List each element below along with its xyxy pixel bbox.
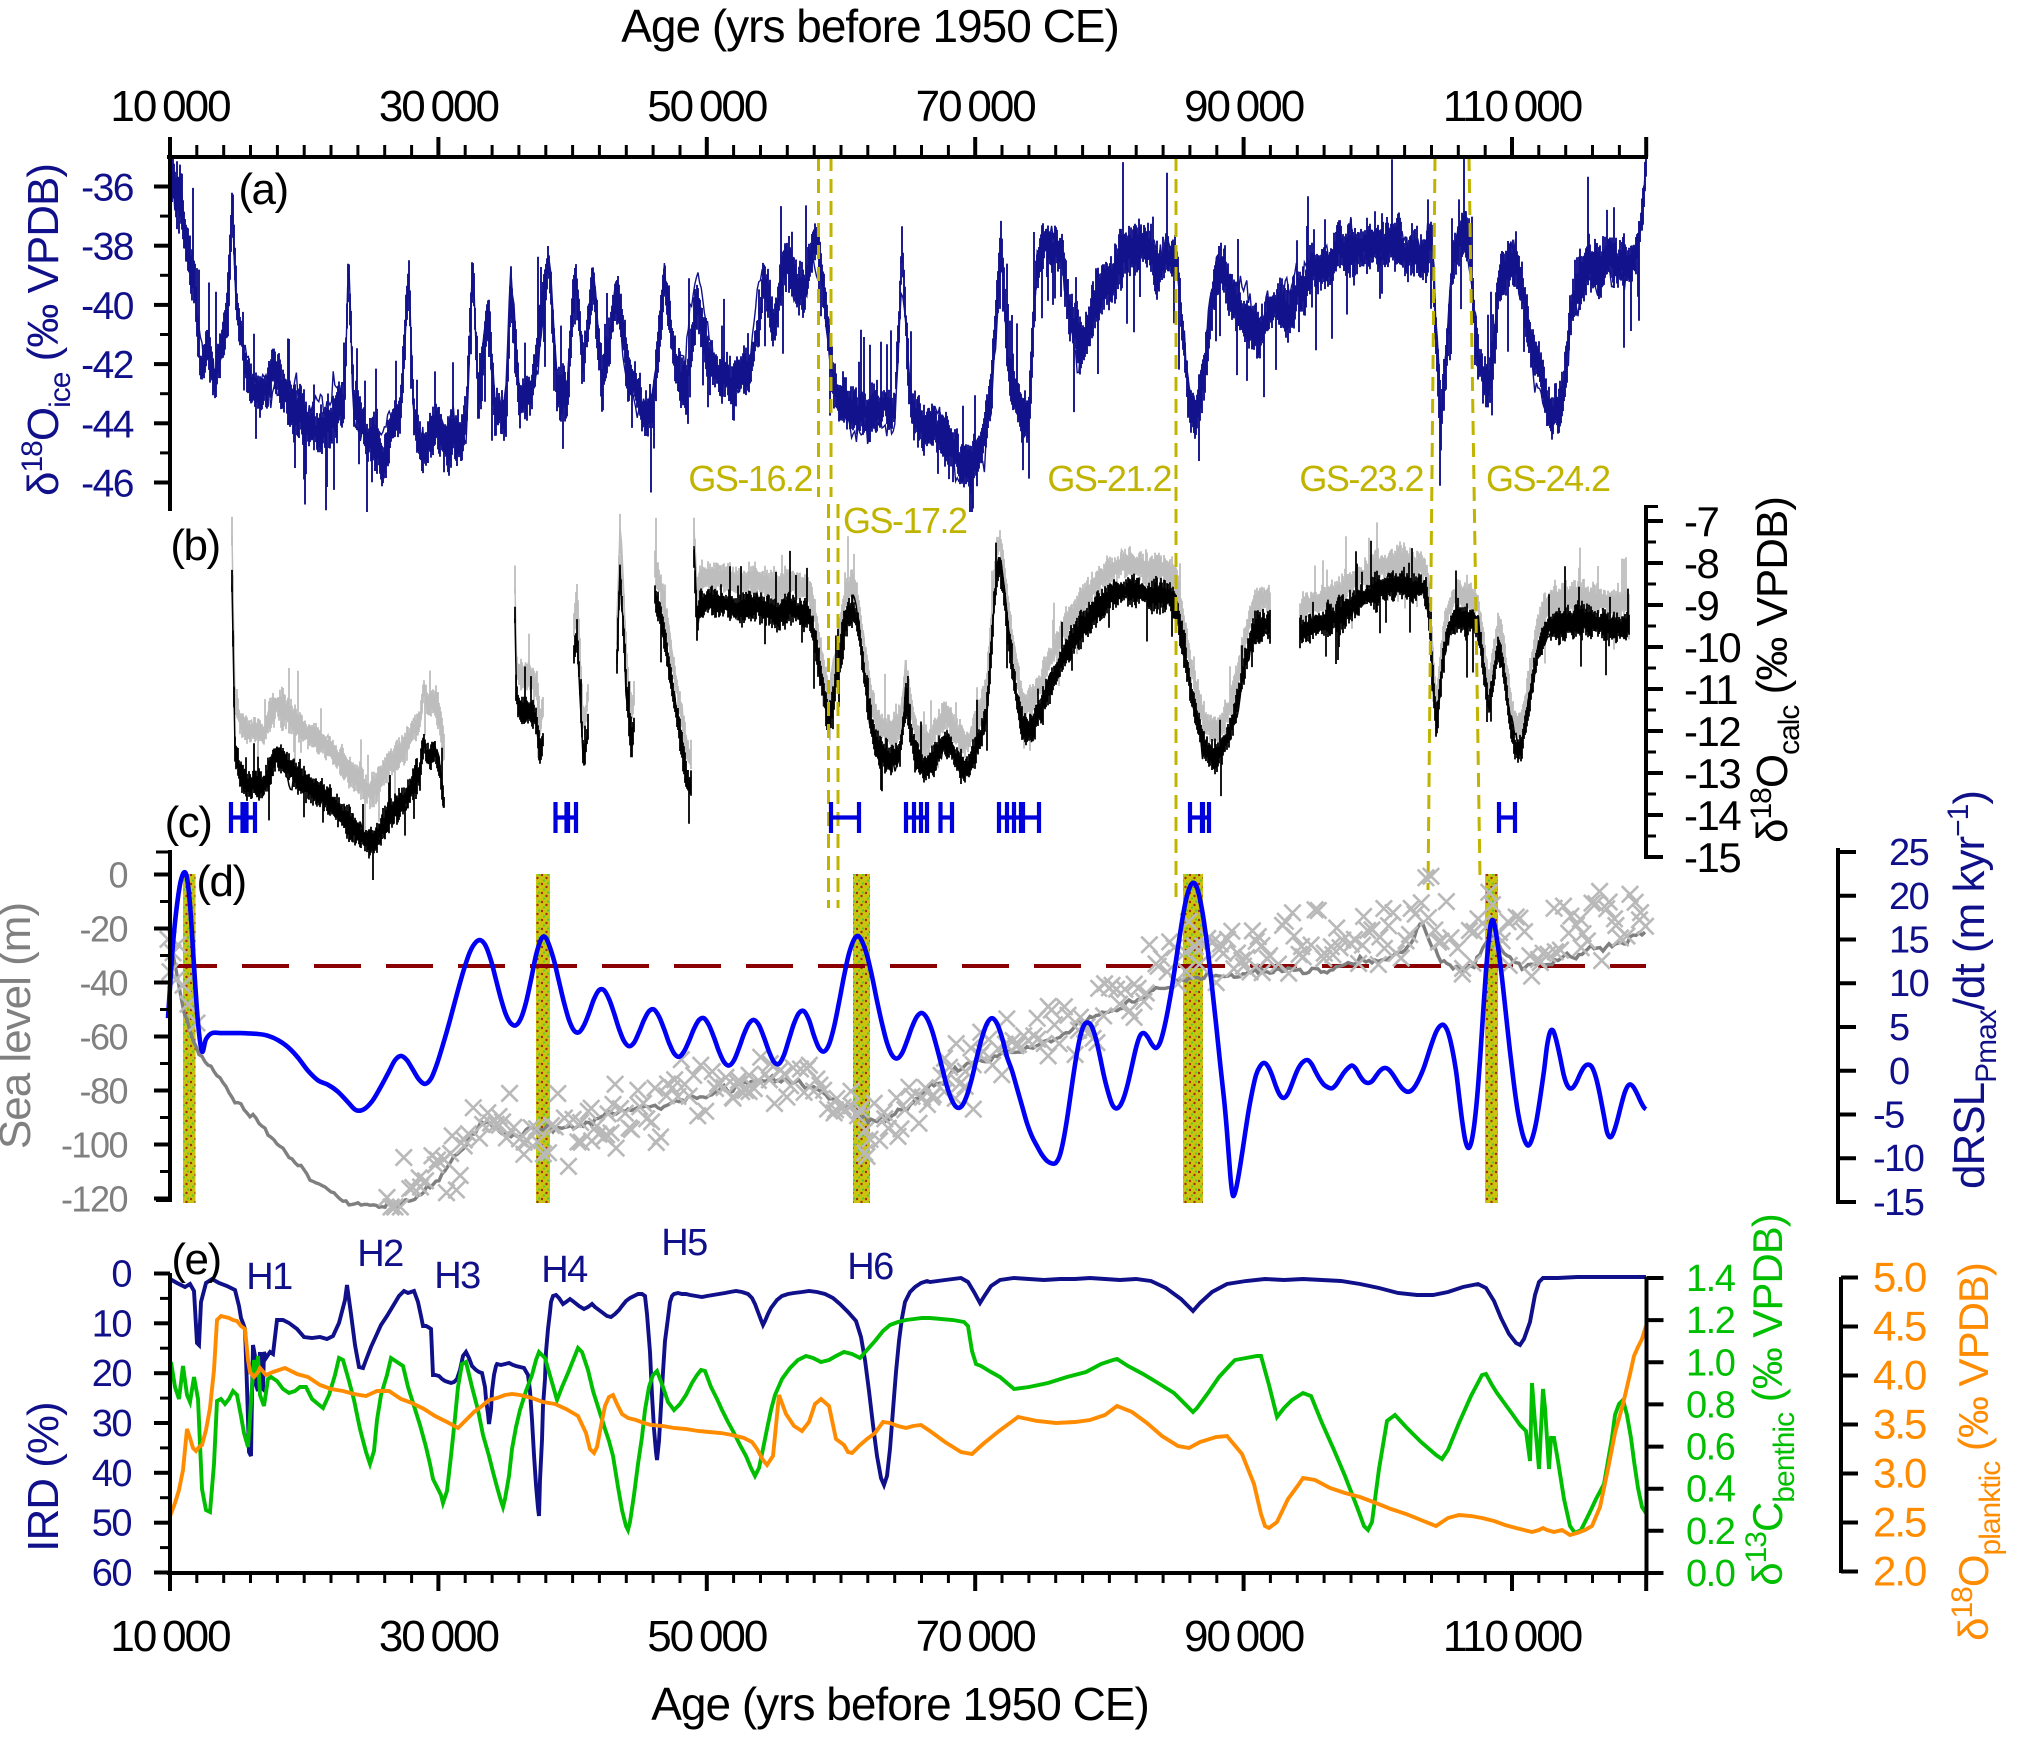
svg-text:-10: -10	[1684, 624, 1740, 671]
svg-text:40: 40	[92, 1453, 132, 1495]
svg-text:H6: H6	[847, 1246, 893, 1288]
svg-text:GS-21.2: GS-21.2	[1047, 458, 1171, 499]
svg-text:-36: -36	[81, 167, 133, 210]
svg-text:1.2: 1.2	[1686, 1300, 1735, 1342]
svg-text:GS-23.2: GS-23.2	[1299, 458, 1423, 499]
svg-text:GS-16.2: GS-16.2	[688, 458, 812, 499]
svg-text:-12: -12	[1684, 708, 1740, 755]
svg-text:25: 25	[1889, 832, 1929, 874]
svg-text:-100: -100	[61, 1125, 128, 1166]
svg-text:(c): (c)	[165, 798, 212, 847]
svg-text:10 000: 10 000	[110, 1612, 230, 1661]
svg-text:H3: H3	[434, 1255, 480, 1297]
svg-text:1.0: 1.0	[1686, 1342, 1735, 1384]
svg-text:110 000: 110 000	[1443, 1612, 1582, 1661]
svg-text:1.4: 1.4	[1686, 1258, 1736, 1300]
svg-text:70 000: 70 000	[916, 1612, 1036, 1661]
svg-text:30 000: 30 000	[379, 82, 499, 131]
svg-text:-11: -11	[1684, 666, 1737, 713]
svg-text:90 000: 90 000	[1184, 82, 1304, 131]
svg-text:15: 15	[1889, 920, 1929, 962]
svg-text:Age (yrs before 1950 CE): Age (yrs before 1950 CE)	[621, 0, 1119, 52]
svg-text:-42: -42	[81, 344, 133, 387]
svg-text:4.5: 4.5	[1873, 1303, 1926, 1350]
svg-text:0.2: 0.2	[1686, 1511, 1735, 1553]
svg-text:(a): (a)	[238, 165, 287, 214]
svg-text:30 000: 30 000	[379, 1612, 499, 1661]
svg-text:H5: H5	[661, 1222, 707, 1264]
svg-text:δ18Oice (‰ VPDB): δ18Oice (‰ VPDB)	[16, 164, 77, 496]
svg-text:50 000: 50 000	[647, 1612, 767, 1661]
svg-text:-40: -40	[81, 285, 134, 328]
svg-text:-120: -120	[61, 1179, 128, 1220]
svg-text:-15: -15	[1684, 834, 1740, 881]
svg-text:60: 60	[92, 1553, 132, 1595]
svg-text:-7: -7	[1684, 498, 1718, 545]
svg-text:H2: H2	[357, 1233, 403, 1275]
svg-text:δ18Oplanktic (‰ VPDB): δ18Oplanktic (‰ VPDB)	[1946, 1263, 2007, 1641]
svg-text:3.0: 3.0	[1873, 1450, 1926, 1497]
svg-text:IRD (%): IRD (%)	[19, 1402, 68, 1551]
svg-text:30: 30	[92, 1403, 132, 1445]
svg-text:10: 10	[1889, 963, 1929, 1005]
svg-text:(d): (d)	[196, 857, 245, 906]
svg-text:δ13Cbenthic (‰ VPDB): δ13Cbenthic (‰ VPDB)	[1740, 1214, 1801, 1586]
svg-text:4.0: 4.0	[1873, 1352, 1926, 1399]
svg-text:-15: -15	[1873, 1182, 1924, 1224]
svg-text:Sea level (m): Sea level (m)	[0, 903, 40, 1149]
svg-text:H1: H1	[246, 1256, 292, 1298]
svg-text:-44: -44	[81, 403, 134, 446]
svg-text:0.8: 0.8	[1686, 1384, 1735, 1426]
svg-text:5: 5	[1889, 1007, 1909, 1049]
svg-text:δ18Ocalc (‰ VPDB): δ18Ocalc (‰ VPDB)	[1745, 497, 1806, 843]
svg-text:90 000: 90 000	[1184, 1612, 1304, 1661]
svg-text:GS-17.2: GS-17.2	[843, 500, 967, 541]
svg-text:GS-24.2: GS-24.2	[1486, 458, 1610, 499]
svg-text:Age (yrs before 1950 CE): Age (yrs before 1950 CE)	[651, 1678, 1149, 1730]
svg-text:0: 0	[108, 855, 127, 896]
svg-text:0.6: 0.6	[1686, 1427, 1735, 1469]
svg-text:20: 20	[92, 1353, 132, 1395]
svg-text:0: 0	[111, 1254, 131, 1296]
svg-text:-14: -14	[1684, 792, 1741, 839]
svg-text:0.0: 0.0	[1686, 1553, 1735, 1595]
svg-text:50 000: 50 000	[647, 82, 767, 131]
svg-text:0.4: 0.4	[1686, 1469, 1736, 1511]
svg-text:110 000: 110 000	[1443, 82, 1582, 131]
svg-text:-80: -80	[79, 1071, 127, 1112]
svg-text:-13: -13	[1684, 750, 1740, 797]
svg-text:-46: -46	[81, 463, 133, 506]
svg-text:10: 10	[92, 1303, 132, 1345]
svg-text:10 000: 10 000	[110, 82, 230, 131]
svg-text:-9: -9	[1684, 582, 1718, 629]
svg-text:(b): (b)	[170, 521, 219, 570]
svg-text:3.5: 3.5	[1873, 1401, 1926, 1448]
svg-text:70 000: 70 000	[916, 82, 1036, 131]
svg-text:(e): (e)	[171, 1235, 220, 1284]
svg-text:-38: -38	[81, 226, 133, 269]
svg-text:-60: -60	[79, 1017, 127, 1058]
svg-text:H4: H4	[541, 1249, 588, 1291]
svg-text:-20: -20	[79, 909, 127, 950]
svg-text:-40: -40	[79, 963, 127, 1004]
svg-text:dRSLPmax/dt (m kyr−1): dRSLPmax/dt (m kyr−1)	[1942, 791, 2003, 1189]
svg-text:50: 50	[92, 1503, 132, 1545]
svg-text:2.0: 2.0	[1873, 1548, 1926, 1595]
svg-text:-8: -8	[1684, 540, 1718, 587]
svg-text:0: 0	[1889, 1051, 1909, 1093]
svg-text:2.5: 2.5	[1873, 1499, 1926, 1546]
svg-text:20: 20	[1889, 876, 1929, 918]
svg-text:5.0: 5.0	[1873, 1254, 1926, 1301]
svg-text:-5: -5	[1873, 1095, 1904, 1137]
svg-text:-10: -10	[1873, 1138, 1924, 1180]
